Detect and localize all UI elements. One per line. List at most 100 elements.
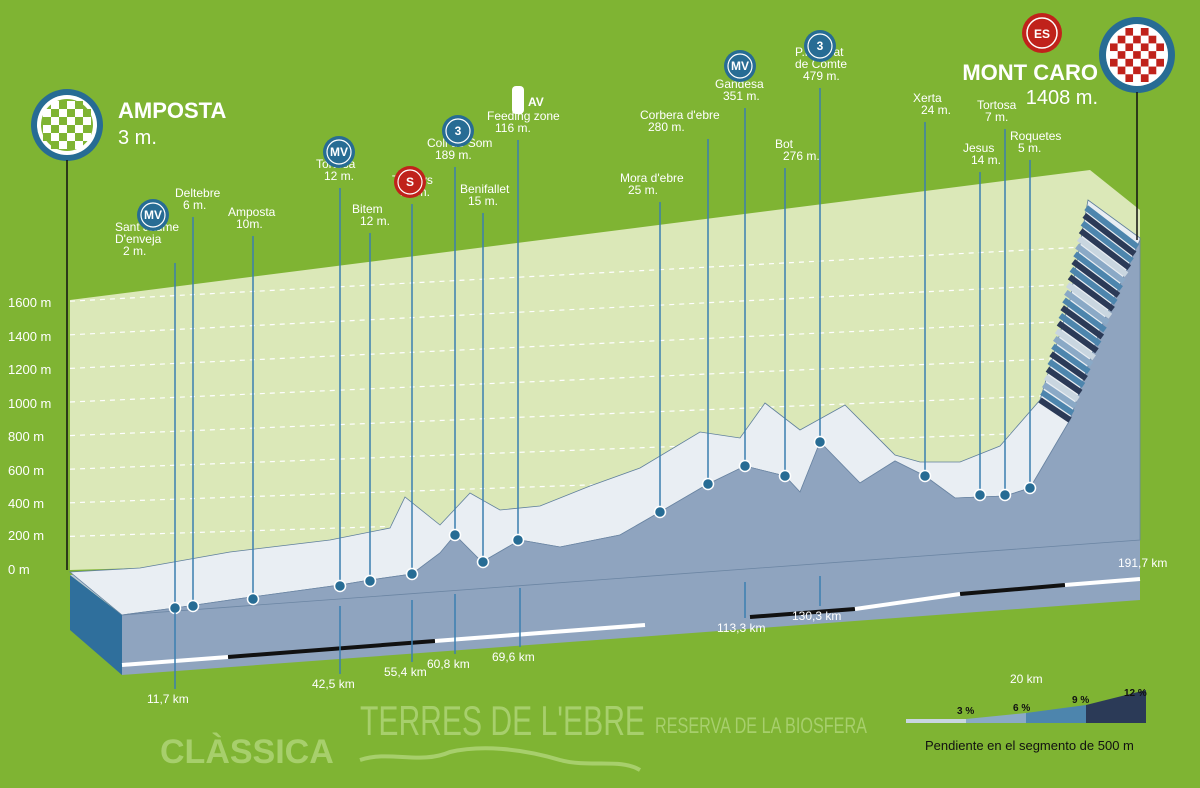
brand-river-line <box>359 746 642 772</box>
waypoint-markers <box>168 435 1037 615</box>
waypoint-altitude: 25 m. <box>628 183 658 197</box>
y-tick-600: 600 m <box>8 463 44 478</box>
brand-terres: TERRES DE L'EBRE <box>360 697 645 744</box>
waypoint-dot <box>476 555 490 569</box>
es-badge: ES <box>1022 13 1062 53</box>
badge-mv: MV <box>724 50 756 82</box>
waypoint-dot <box>973 488 987 502</box>
badge-text: S <box>406 175 414 189</box>
waypoint-dot <box>813 435 827 449</box>
badge-mv: MV <box>323 136 355 168</box>
y-tick-400: 400 m <box>8 496 44 511</box>
es-badge-text: ES <box>1034 27 1050 41</box>
waypoint-lines <box>174 88 1031 608</box>
legend-title: Pendiente en el segmento de 500 m <box>925 738 1134 753</box>
bottle-icon <box>512 86 524 114</box>
waypoint-altitude: 276 m. <box>783 149 820 163</box>
y-tick-1400: 1400 m <box>8 329 51 344</box>
y-tick-1200: 1200 m <box>8 362 51 377</box>
waypoint-altitude: 351 m. <box>723 89 760 103</box>
waypoint-altitude: 6 m. <box>183 198 206 212</box>
y-tick-1000: 1000 m <box>8 396 51 411</box>
waypoint-altitude: 2 m. <box>123 244 146 258</box>
waypoint-altitude: 7 m. <box>985 110 1008 124</box>
legend-label-9: 9 % <box>1072 695 1089 706</box>
waypoint-dot <box>778 469 792 483</box>
km-marker: 130,3 km <box>792 609 841 623</box>
km-marker: 113,3 km <box>717 621 765 635</box>
brand-reserva: RESERVA DE LA BIOSFERA <box>655 713 867 738</box>
finish-name: MONT CARO <box>962 60 1098 85</box>
waypoint-altitude: 479 m. <box>803 69 840 83</box>
km-marker: 11,7 km <box>147 692 189 706</box>
waypoint-name: Amposta <box>228 205 276 219</box>
waypoint-name: Jesus <box>963 141 994 155</box>
km-strip <box>227 583 1066 659</box>
profile-base-front <box>122 540 1140 675</box>
waypoint-dot <box>653 505 667 519</box>
waypoint-dot <box>701 477 715 491</box>
waypoint-dot <box>168 601 182 615</box>
waypoint-altitude: 116 m. <box>495 121 531 135</box>
waypoint-dot <box>998 488 1012 502</box>
waypoint-name: Gandesa <box>715 77 764 91</box>
profile-base-side <box>70 575 122 675</box>
waypoint-name: Xerta <box>913 91 942 105</box>
finish-badge <box>1099 17 1175 93</box>
km-marker: 42,5 km <box>312 677 355 691</box>
badge-text: 3 <box>455 124 462 138</box>
waypoint-name: Corbera d'ebre <box>640 108 720 122</box>
badge-av: AV <box>512 86 544 114</box>
y-tick-800: 800 m <box>8 429 44 444</box>
legend-swatch-12 <box>1086 690 1146 723</box>
badge-s: S <box>394 166 426 198</box>
waypoint-dot <box>246 592 260 606</box>
waypoint-name: Feeding zone <box>487 109 560 123</box>
waypoint-dot <box>448 528 462 542</box>
waypoint-dot <box>333 579 347 593</box>
waypoint-dot <box>363 574 377 588</box>
waypoint-altitude: 15 m. <box>468 194 498 208</box>
start-badge <box>31 89 103 161</box>
legend-label-6: 6 % <box>1013 703 1030 714</box>
waypoint-dot <box>918 469 932 483</box>
legend-label-3: 3 % <box>957 706 974 717</box>
waypoint-dot <box>511 533 525 547</box>
waypoint-name: Bot <box>775 137 794 151</box>
km-marker: 60,8 km <box>427 657 470 671</box>
km-marker: 55,4 km <box>384 665 427 679</box>
start-altitude: 3 m. <box>118 127 157 149</box>
legend-label-12: 12 % <box>1124 688 1147 699</box>
waypoint-dot <box>405 567 419 581</box>
waypoint-altitude: 5 m. <box>1018 141 1041 155</box>
y-tick-1600: 1600 m <box>8 295 51 310</box>
badge-text: 3 <box>817 39 824 53</box>
badge-kom: 3 <box>804 30 836 62</box>
waypoint-altitude: 280 m. <box>648 120 685 134</box>
waypoint-name: D'enveja <box>115 232 162 246</box>
y-axis: 0 m 200 m 400 m 600 m 800 m 1000 m 1200 … <box>8 295 51 577</box>
waypoint-name: de Comte <box>795 57 847 71</box>
badge-text: MV <box>144 208 162 222</box>
waypoint-altitude: 24 m. <box>921 103 951 117</box>
waypoint-altitude: 10m. <box>236 217 263 231</box>
gradient-legend: 20 km 3 % 6 % 9 % 12 % Pendiente en el s… <box>906 672 1147 753</box>
waypoint-altitude: 189 m. <box>435 148 472 162</box>
waypoint-name: Bitem <box>352 202 383 216</box>
total-distance: 191,7 km <box>1118 556 1167 570</box>
waypoint-name: Benifallet <box>460 182 510 196</box>
badge-text: MV <box>731 59 749 73</box>
scale-label: 20 km <box>1010 672 1043 686</box>
y-tick-0: 0 m <box>8 562 30 577</box>
waypoint-name: Mora d'ebre <box>620 171 684 185</box>
waypoint-name: Deltebre <box>175 186 221 200</box>
badge-text: AV <box>528 95 544 109</box>
final-climb <box>1038 205 1140 423</box>
y-tick-200: 200 m <box>8 528 44 543</box>
badge-mv: MV <box>137 199 169 231</box>
waypoint-dot <box>186 599 200 613</box>
finish-altitude: 1408 m. <box>1026 87 1098 109</box>
